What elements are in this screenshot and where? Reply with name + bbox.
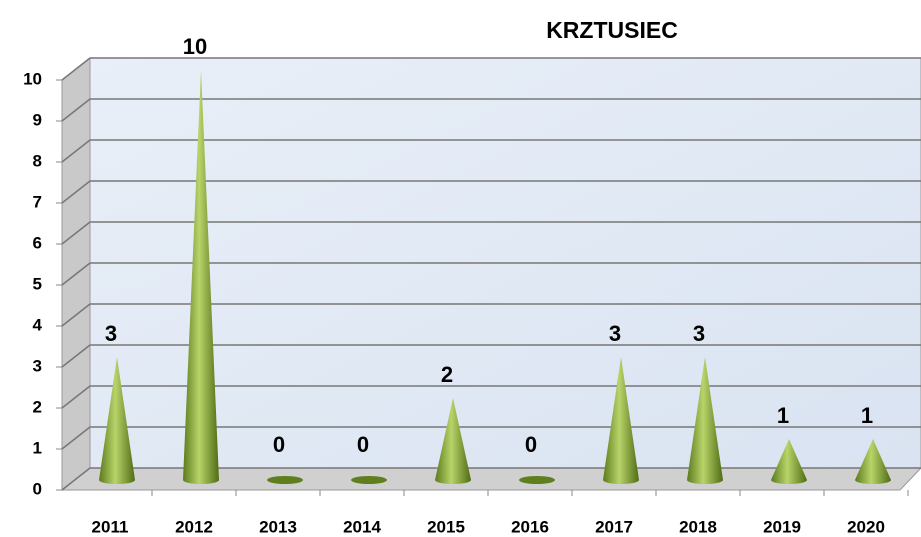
cone [687, 357, 723, 484]
value-label: 0 [357, 432, 369, 457]
y-tick-label: 1 [33, 438, 42, 457]
value-label: 3 [693, 321, 705, 346]
cone [519, 476, 555, 484]
cone [267, 476, 303, 484]
y-tick-label: 7 [33, 192, 42, 211]
y-tick-label: 4 [33, 315, 43, 334]
y-tick-label: 8 [33, 151, 42, 170]
grid-line [61, 139, 91, 163]
grid-line [61, 303, 91, 327]
y-tick-label: 0 [33, 479, 42, 498]
grid-line [61, 426, 91, 450]
x-tick-label: 2015 [427, 517, 465, 536]
value-label: 1 [861, 403, 873, 428]
x-tick-label: 2017 [595, 517, 633, 536]
x-tick-label: 2012 [175, 517, 213, 536]
chart-title: KRZTUSIEC [546, 17, 678, 43]
cone [603, 357, 639, 484]
x-tick-label: 2020 [847, 517, 885, 536]
grid-line [61, 57, 91, 81]
grid-line [61, 467, 91, 491]
y-tick-label: 2 [33, 397, 42, 416]
x-tick-label: 2016 [511, 517, 549, 536]
x-tick-label: 2011 [92, 517, 129, 536]
grid-line [61, 98, 91, 122]
value-label: 2 [441, 362, 453, 387]
value-label: 0 [273, 432, 285, 457]
y-tick-label: 9 [33, 110, 42, 129]
x-tick-label: 2013 [259, 517, 297, 536]
value-label: 10 [183, 34, 207, 59]
grid-line [61, 221, 91, 245]
cone [183, 70, 219, 484]
y-tick-label: 10 [23, 69, 42, 88]
y-tick-label: 3 [33, 356, 42, 375]
grid-line [61, 344, 91, 368]
x-tick-label: 2014 [343, 517, 381, 536]
grid-line [61, 385, 91, 409]
grid-line [61, 180, 91, 204]
value-label: 1 [777, 403, 789, 428]
value-label: 0 [525, 432, 537, 457]
y-tick-label: 5 [33, 274, 42, 293]
value-label: 3 [609, 321, 621, 346]
cone [771, 439, 807, 484]
value-label: 3 [105, 321, 117, 346]
grid-line [61, 262, 91, 286]
cone [855, 439, 891, 484]
cone [435, 398, 471, 484]
y-tick-label: 6 [33, 233, 42, 252]
cone [99, 357, 135, 484]
cone [351, 476, 387, 484]
x-tick-label: 2018 [679, 517, 717, 536]
x-tick-label: 2019 [763, 517, 801, 536]
